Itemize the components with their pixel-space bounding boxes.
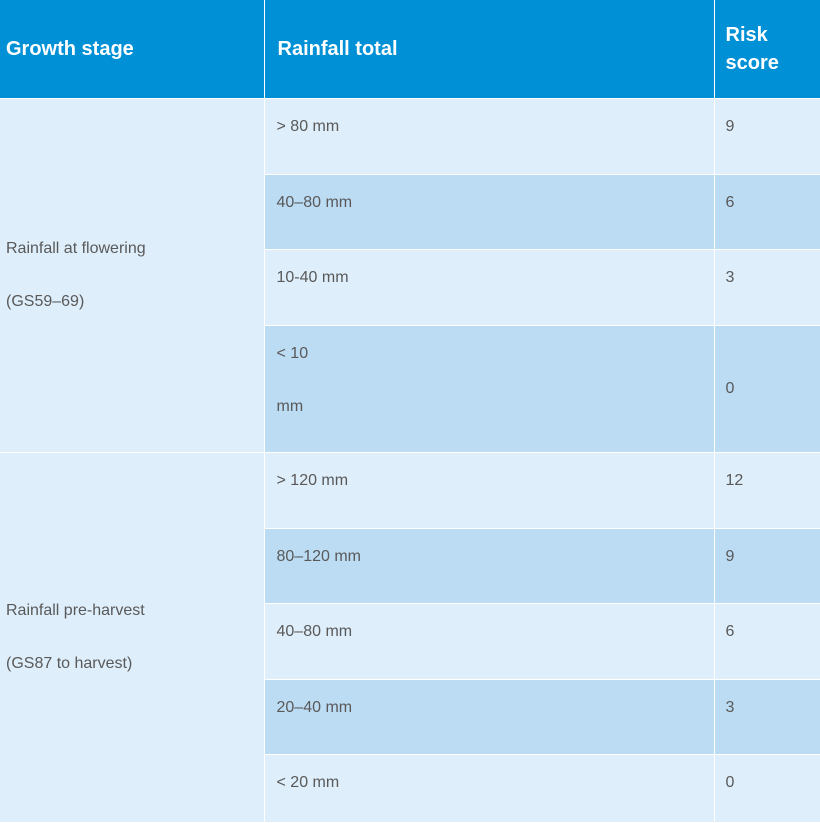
table-header: Growth stage Rainfall total Risk score [0, 0, 820, 99]
header-growth-stage: Growth stage [0, 0, 265, 99]
rainfall-cell: 80–120 mm [264, 528, 715, 604]
rainfall-cell: 40–80 mm [264, 174, 715, 250]
risk-score-cell: 3 [714, 679, 820, 755]
table-row: 40–80 mm 6 [0, 174, 820, 250]
table-row: < 10 mm 0 [0, 325, 820, 453]
header-risk-score-line1: Risk [725, 23, 768, 46]
risk-score-cell: 9 [714, 98, 820, 175]
risk-score-cell: 9 [714, 528, 820, 604]
header-risk-score: Risk score [714, 0, 820, 99]
risk-score-cell: 3 [714, 249, 820, 326]
table-row: 80–120 mm 9 [0, 528, 820, 604]
header-rainfall-total: Rainfall total [264, 0, 715, 99]
growth-stage-cell-pre-harvest: Rainfall pre-harvest (GS87 to harvest) [0, 452, 265, 823]
table-row: 20–40 mm 3 [0, 679, 820, 755]
table-body: Rainfall at flowering (GS59–69) > 80 mm … [0, 98, 820, 823]
table-row: Rainfall pre-harvest (GS87 to harvest) >… [0, 452, 820, 823]
rainfall-cell-line1: < 10 [276, 344, 309, 362]
rainfall-cell: > 120 mm [264, 452, 715, 529]
rainfall-cell: > 80 mm [264, 98, 715, 175]
rainfall-cell: 10-40 mm [264, 249, 715, 326]
risk-score-cell: 0 [714, 754, 820, 823]
table-row: 10-40 mm 3 [0, 249, 820, 326]
risk-score-cell: 12 [714, 452, 820, 529]
table-row: < 20 mm 0 [0, 754, 820, 823]
risk-score-cell: 0 [714, 325, 820, 453]
rainfall-cell: < 10 mm [264, 325, 715, 453]
rainfall-cell: < 20 mm [264, 754, 715, 823]
rainfall-cell: 40–80 mm [264, 603, 715, 680]
growth-stage-code: (GS87 to harvest) [6, 654, 133, 672]
risk-score-cell: 6 [714, 603, 820, 680]
header-risk-score-line2: score [725, 51, 779, 74]
rainfall-cell: 20–40 mm [264, 679, 715, 755]
growth-stage-label: Rainfall at flowering [6, 239, 146, 257]
rainfall-cell-line2: mm [276, 397, 304, 415]
growth-stage-code: (GS59–69) [6, 292, 85, 310]
growth-stage-cell-flowering: Rainfall at flowering (GS59–69) [0, 98, 265, 453]
table-row: Rainfall at flowering (GS59–69) > 80 mm … [0, 98, 820, 453]
risk-score-cell: 6 [714, 174, 820, 250]
table-row: 40–80 mm 6 [0, 603, 820, 680]
growth-stage-label: Rainfall pre-harvest [6, 601, 145, 619]
header-row: Growth stage Rainfall total Risk score [0, 0, 820, 99]
